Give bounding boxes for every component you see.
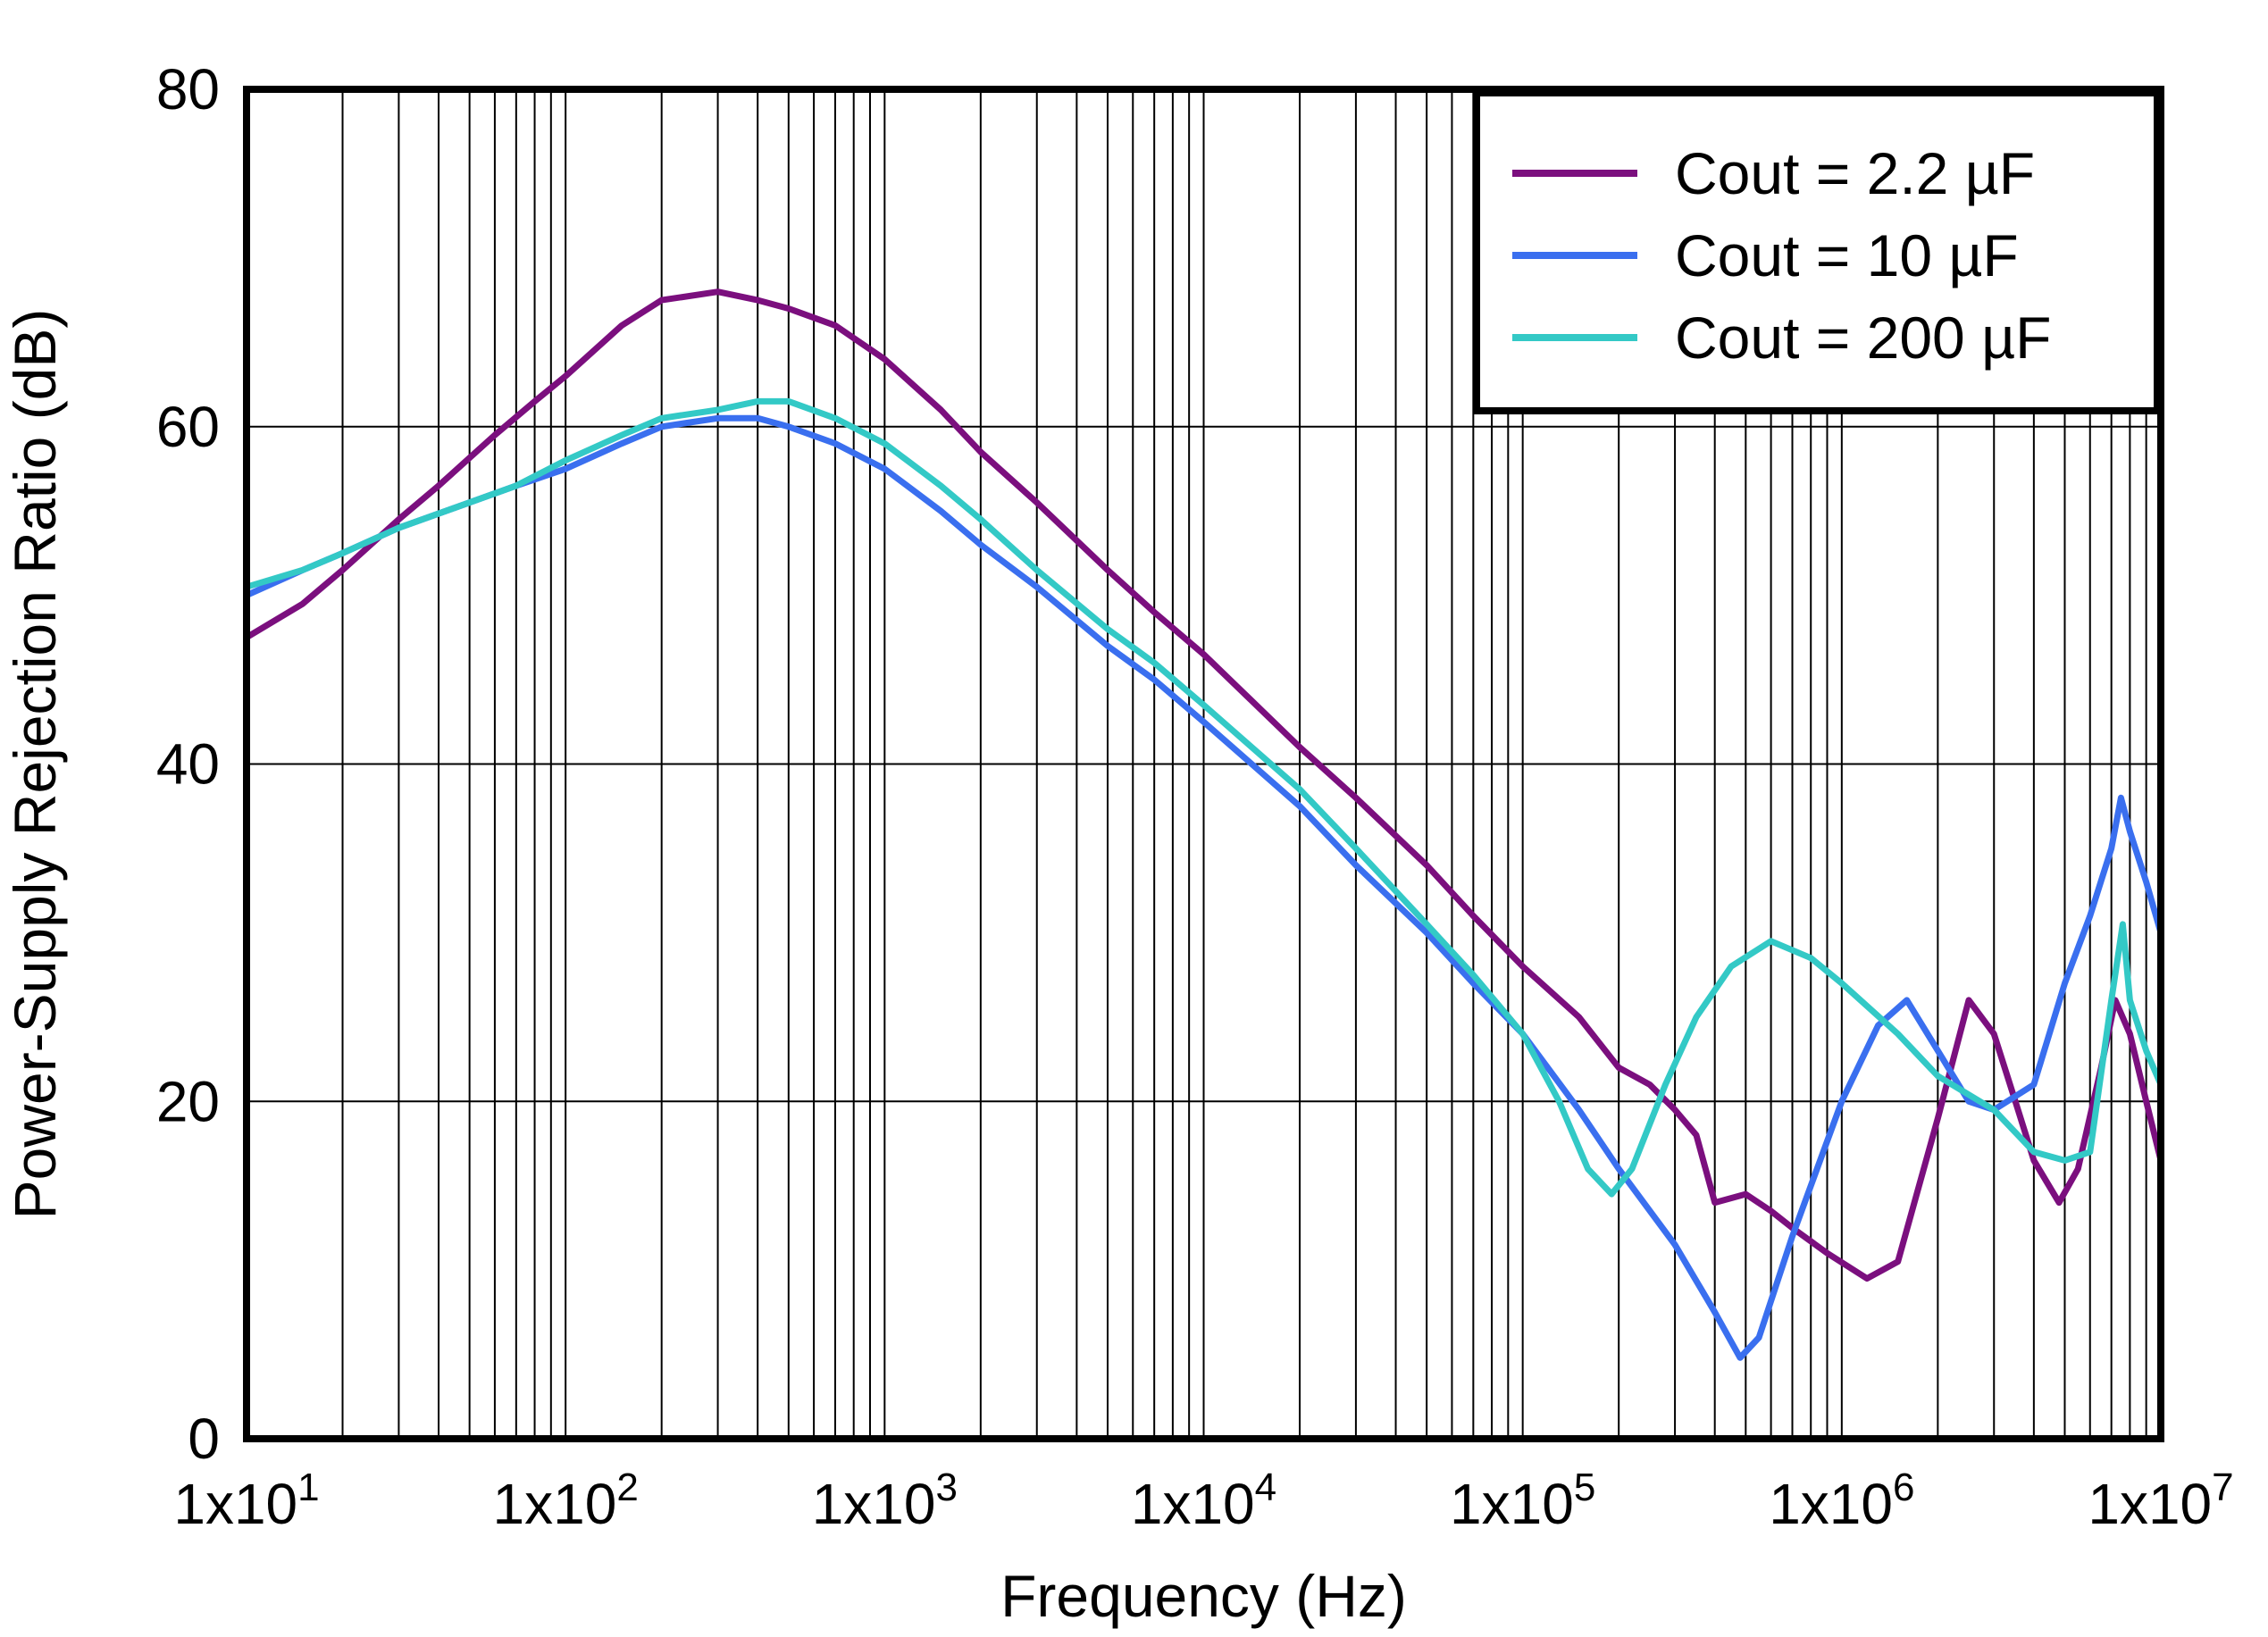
series-line-1 (243, 288, 2164, 1282)
grid-lines (247, 89, 2161, 1439)
legend-label-1: Cout = 2.2 µF (1675, 140, 2035, 206)
legend-label-2: Cout = 10 µF (1675, 222, 2019, 288)
legend: Cout = 2.2 µF Cout = 10 µF Cout = 200 µF (1473, 89, 2161, 414)
y-axis-title: Power-Supply Rejection Ratio (dB) (2, 309, 68, 1220)
x-tick-label: 1x105 (1450, 1466, 1595, 1536)
x-tick-label: 1x107 (2088, 1466, 2233, 1536)
y-tick-label: 60 (156, 395, 220, 459)
x-tick-label: 1x101 (173, 1466, 319, 1536)
y-tick-label: 0 (188, 1407, 220, 1471)
series-line-2 (243, 414, 2164, 1361)
x-tick-label: 1x106 (1769, 1466, 1914, 1536)
plot-frame (243, 86, 2164, 1442)
x-tick-label: 1x104 (1131, 1466, 1276, 1536)
y-tick-label: 80 (156, 57, 220, 121)
y-axis-ticks: 0 20 40 60 80 (156, 57, 220, 1471)
x-tick-label: 1x103 (812, 1466, 958, 1536)
y-tick-label: 40 (156, 732, 220, 797)
y-tick-label: 20 (156, 1069, 220, 1133)
data-series (243, 288, 2164, 1361)
x-tick-label: 1x102 (493, 1466, 639, 1536)
x-axis-title: Frequency (Hz) (1000, 1563, 1407, 1629)
legend-label-3: Cout = 200 µF (1675, 305, 2051, 371)
x-axis-ticks: 1x101 1x102 1x103 1x104 1x105 1x106 1x107 (173, 1466, 2233, 1536)
series-line-3 (243, 397, 2164, 1198)
